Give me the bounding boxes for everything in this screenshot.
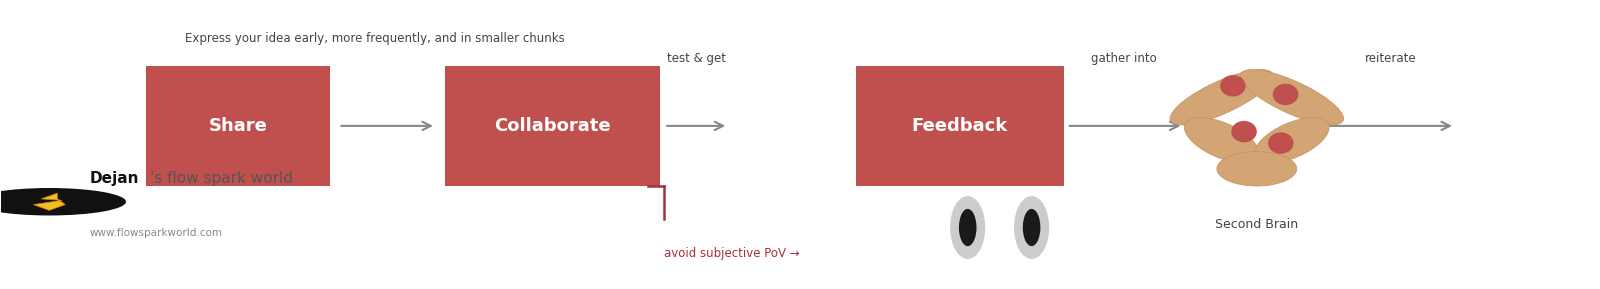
Ellipse shape xyxy=(1218,152,1296,186)
FancyBboxPatch shape xyxy=(445,66,661,186)
Text: Dejan: Dejan xyxy=(90,171,139,186)
Text: Express your idea early, more frequently, and in smaller chunks: Express your idea early, more frequently… xyxy=(186,32,565,45)
Ellipse shape xyxy=(1022,209,1040,246)
Ellipse shape xyxy=(1232,121,1258,142)
Ellipse shape xyxy=(958,209,976,246)
Ellipse shape xyxy=(1221,75,1246,97)
Ellipse shape xyxy=(1170,70,1274,125)
Text: 's flow spark world: 's flow spark world xyxy=(150,171,293,186)
Ellipse shape xyxy=(1240,70,1344,125)
Ellipse shape xyxy=(1272,84,1298,105)
Ellipse shape xyxy=(950,196,986,259)
Ellipse shape xyxy=(1254,118,1330,163)
Ellipse shape xyxy=(1014,196,1050,259)
Text: avoid subjective PoV →: avoid subjective PoV → xyxy=(664,247,800,260)
PathPatch shape xyxy=(34,193,66,210)
Text: test & get: test & get xyxy=(667,52,726,65)
Circle shape xyxy=(0,188,126,216)
FancyBboxPatch shape xyxy=(146,66,330,186)
Text: Collaborate: Collaborate xyxy=(494,117,611,135)
Text: Second Brain: Second Brain xyxy=(1216,218,1298,231)
Text: gather into: gather into xyxy=(1091,52,1157,65)
Ellipse shape xyxy=(1184,118,1259,163)
FancyBboxPatch shape xyxy=(856,66,1064,186)
Text: reiterate: reiterate xyxy=(1365,52,1416,65)
Ellipse shape xyxy=(1267,132,1293,154)
Text: www.flowsparkworld.com: www.flowsparkworld.com xyxy=(90,228,222,238)
Text: Share: Share xyxy=(208,117,267,135)
Text: Feedback: Feedback xyxy=(912,117,1008,135)
